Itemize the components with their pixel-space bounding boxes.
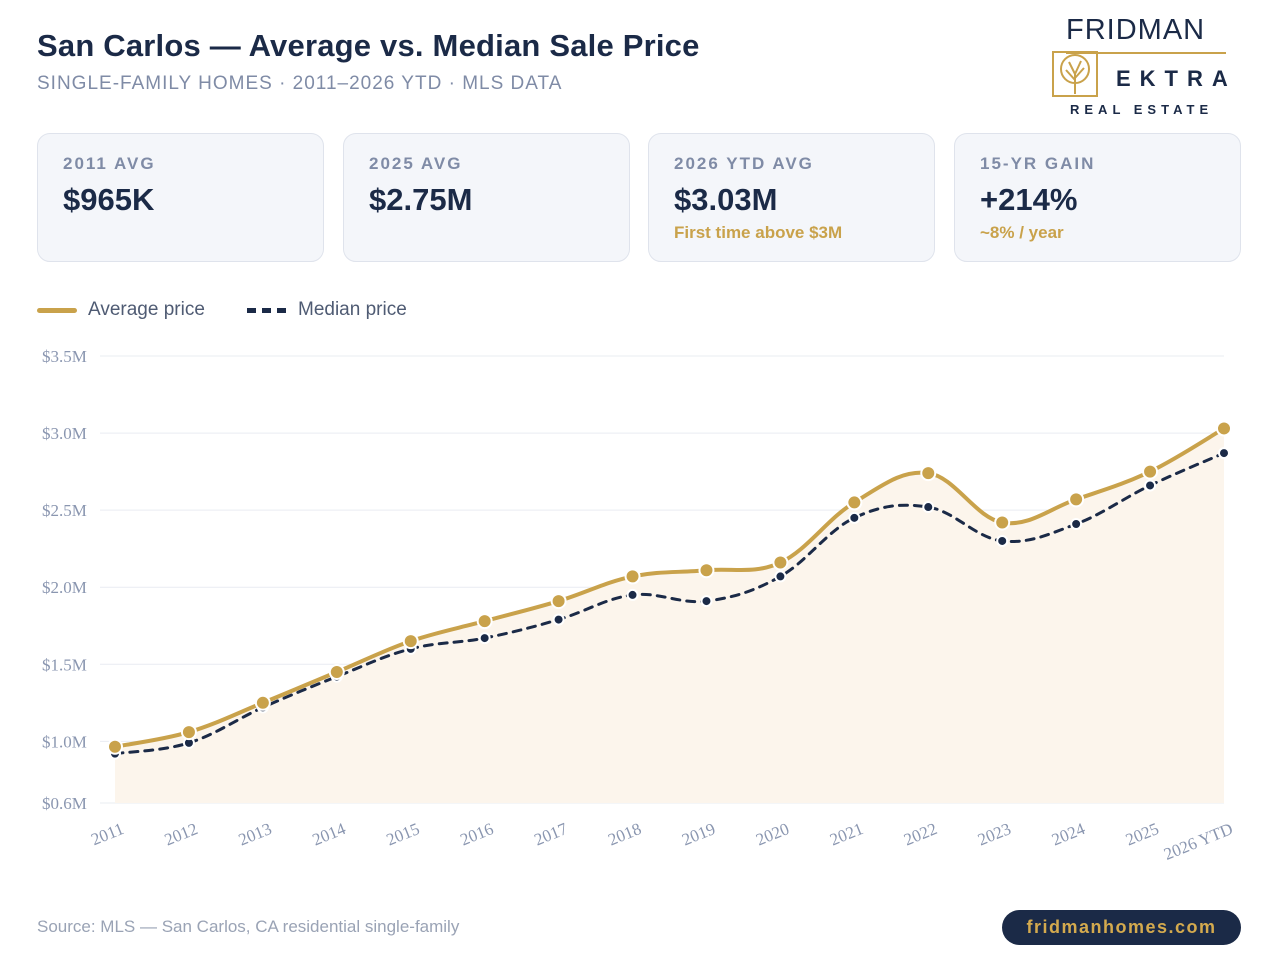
average-point [1142, 463, 1159, 480]
y-tick-label: $1.5M [42, 655, 87, 674]
x-tick-label: 2012 [162, 819, 201, 849]
x-tick-label: 2017 [531, 819, 570, 850]
y-tick-label: $3.0M [42, 424, 87, 443]
website-link[interactable]: fridmanhomes.com [1002, 910, 1241, 945]
stat-card-value: $3.03M [674, 182, 778, 217]
stat-card-2025-avg: 2025 AVG $2.75M [343, 133, 630, 262]
average-point [180, 724, 197, 741]
median-point [478, 632, 491, 645]
x-tick-label: 2020 [753, 819, 792, 849]
average-point [698, 562, 715, 579]
average-point [1068, 491, 1085, 508]
page-title: San Carlos — Average vs. Median Sale Pri… [37, 28, 700, 63]
median-point [1070, 518, 1083, 531]
x-tick-label: 2015 [384, 819, 423, 849]
x-tick-label: 2023 [975, 819, 1014, 849]
average-point [254, 694, 271, 711]
median-price-line [113, 451, 1226, 756]
average-point [920, 465, 937, 482]
legend-swatch-median [247, 308, 287, 313]
x-tick-label: 2025 [1123, 819, 1162, 849]
average-point [994, 514, 1011, 531]
median-point [996, 534, 1009, 547]
average-point [550, 593, 567, 610]
stat-card-value: $965K [63, 182, 155, 217]
stat-card-15yr-gain: 15-YR GAIN +214% ~8% / year [954, 133, 1241, 262]
average-area-fill [115, 428, 1224, 803]
page-subtitle: SINGLE-FAMILY HOMES · 2011–2026 YTD · ML… [37, 73, 563, 94]
stat-card-label: 2011 AVG [63, 154, 156, 173]
stat-card-note: First time above $3M [674, 223, 843, 242]
median-point [922, 501, 935, 514]
source-note: Source: MLS — San Carlos, CA residential… [37, 917, 460, 936]
y-tick-label: $3.5M [42, 347, 87, 366]
logo-rule [1066, 52, 1226, 54]
stat-cards: 2011 AVG $965K 2025 AVG $2.75M 2026 YTD … [37, 133, 1241, 262]
y-tick-label: $0.6M [42, 794, 87, 813]
logo-brand-text: FRIDMAN [1066, 14, 1206, 46]
average-point [624, 568, 641, 585]
average-point [107, 738, 123, 755]
stat-card-label: 15-YR GAIN [980, 154, 1096, 173]
logo-name-text: EKTRA [1116, 66, 1237, 91]
chart-area-layer [115, 428, 1224, 803]
y-tick-label: $2.0M [42, 578, 87, 597]
stat-card-note: ~8% / year [980, 223, 1064, 242]
median-point [1144, 479, 1157, 492]
x-tick-label: 2013 [236, 819, 275, 849]
x-tick-label: 2022 [901, 819, 940, 849]
stat-card-2011-avg: 2011 AVG $965K [37, 133, 324, 262]
chart-point-layer [107, 420, 1232, 760]
average-point [476, 613, 493, 630]
logo-tagline: REAL ESTATE [1070, 102, 1214, 117]
legend-label-average: Average price [88, 299, 205, 320]
median-point [848, 511, 861, 524]
chart-line-layer [113, 426, 1226, 756]
x-tick-label: 2021 [827, 819, 866, 849]
median-point [700, 595, 713, 608]
x-tick-label: 2018 [605, 819, 644, 849]
x-tick-label: 2019 [679, 819, 718, 849]
x-tick-label: 2014 [310, 819, 349, 850]
stat-card-label: 2026 YTD AVG [674, 154, 814, 173]
legend-swatch-average [37, 308, 77, 313]
median-point [774, 570, 787, 583]
stat-card-value: +214% [980, 182, 1078, 217]
stat-card-value: $2.75M [369, 182, 473, 217]
x-tick-label: 2011 [88, 819, 126, 849]
average-point [328, 663, 345, 680]
stat-card-2026-ytd-avg: 2026 YTD AVG $3.03M First time above $3M [648, 133, 935, 262]
x-tick-label: 2024 [1049, 819, 1088, 850]
average-point [772, 554, 789, 571]
average-price-line [113, 426, 1226, 749]
median-point [626, 588, 639, 601]
average-point [846, 494, 863, 511]
average-point [402, 633, 419, 650]
y-tick-label: $1.0M [42, 732, 87, 751]
price-line-chart: $0.6M $1.0M $1.5M $2.0M $2.5M $3.0M $3.5M 2011… [42, 347, 1235, 864]
average-point [1216, 420, 1232, 437]
stat-card-label: 2025 AVG [369, 154, 463, 173]
brand-logo: FRIDMAN EKTRA REAL ESTATE [1048, 14, 1238, 124]
y-tick-label: $2.5M [42, 501, 87, 520]
median-point [1218, 447, 1230, 460]
x-tick-label: 2016 [458, 819, 497, 849]
x-axis-labels: 2011 2012 2013 2014 2015 2016 2017 2018 2019 2020… [88, 819, 1235, 864]
y-axis-labels: $0.6M $1.0M $1.5M $2.0M $2.5M $3.0M $3.5M [42, 347, 87, 813]
median-point [552, 613, 565, 626]
legend-label-median: Median price [298, 299, 407, 320]
x-tick-label: 2026 YTD [1161, 819, 1235, 864]
oak-tree-icon [1052, 51, 1098, 97]
